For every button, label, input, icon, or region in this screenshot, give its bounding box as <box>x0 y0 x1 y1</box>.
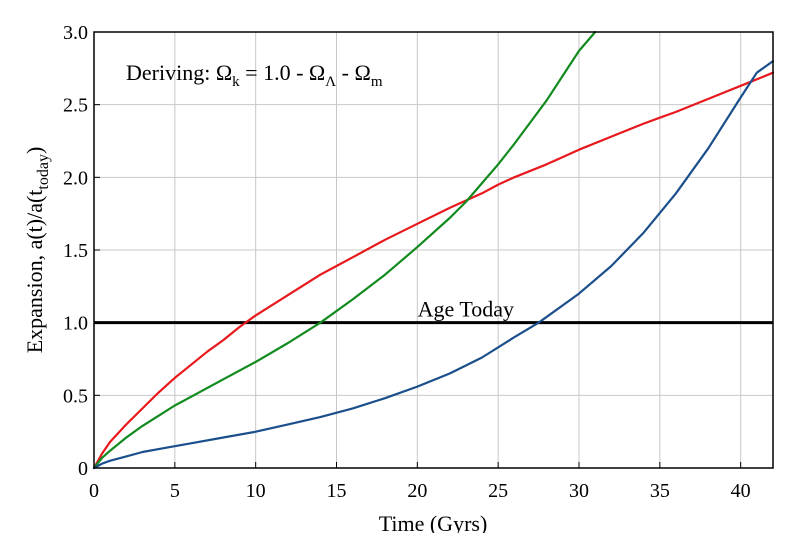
x-tick-label: 40 <box>731 480 751 502</box>
x-tick-label: 10 <box>246 480 266 502</box>
annotation-sub-lambda: Λ <box>325 74 336 90</box>
y-tick-label: 0.5 <box>63 385 88 407</box>
x-tick-label: 35 <box>650 480 670 502</box>
x-tick-label: 15 <box>327 480 347 502</box>
series-layer <box>92 30 775 470</box>
deriving-annotation: Deriving: Ωk = 1.0 - ΩΛ - Ωm <box>126 60 383 90</box>
series-line-red <box>92 71 775 470</box>
y-axis-label-main: Expansion, a(t)/a(t <box>22 190 47 354</box>
y-tick-label: 2.0 <box>63 167 88 189</box>
age-today-label: Age Today <box>418 297 514 322</box>
y-axis-label-sub: today <box>35 154 52 190</box>
x-tick-label: 0 <box>89 480 99 502</box>
x-tick-label: 20 <box>407 480 427 502</box>
x-axis-label: Time (Gyrs) <box>379 511 488 533</box>
x-tick-label: 5 <box>170 480 180 502</box>
grid-layer <box>94 32 773 468</box>
series-line-green <box>92 30 597 470</box>
y-tick-label: 1.0 <box>63 313 88 335</box>
x-tick-label: 25 <box>488 480 508 502</box>
annotation-dash: - Ω <box>336 60 371 85</box>
y-tick-label: 2.5 <box>63 95 88 117</box>
y-axis-label-close: ) <box>22 147 47 154</box>
annotation-mid: = 1.0 - Ω <box>240 60 326 85</box>
series-line-blue <box>92 59 775 470</box>
y-tick-label: 3.0 <box>63 22 88 44</box>
y-axis-label: Expansion, a(t)/a(ttoday) <box>22 147 52 354</box>
annotation-prefix: Deriving: Ω <box>126 60 232 85</box>
y-tick-label: 0 <box>78 458 88 480</box>
tick-layer: 0 5 10 15 20 25 30 35 40 0 0.5 1.0 1.5 2.0 2.5 3.0 <box>63 22 751 502</box>
annotation-sub-k: k <box>232 74 240 90</box>
y-tick-label: 1.5 <box>63 240 88 262</box>
x-tick-label: 30 <box>569 480 589 502</box>
annotation-sub-m: m <box>371 74 383 90</box>
